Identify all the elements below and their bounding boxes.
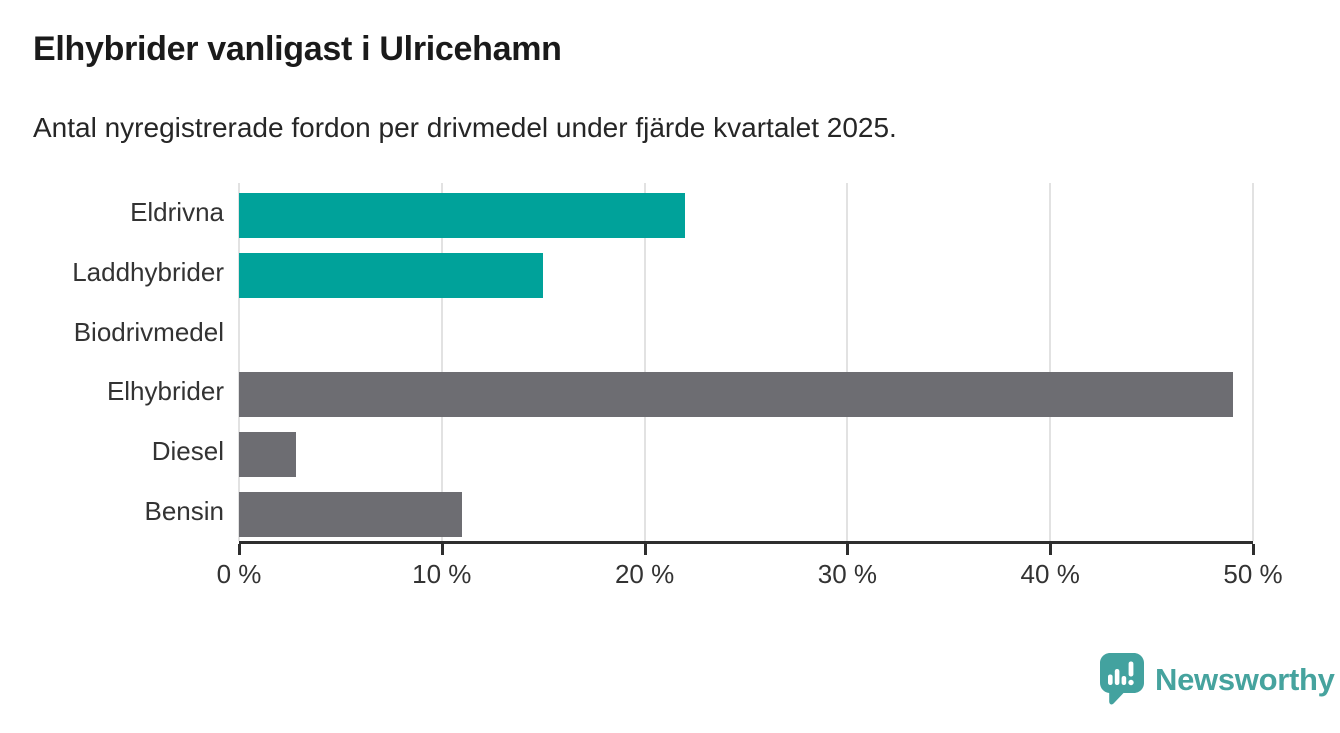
x-tick-mark-30 (846, 544, 850, 555)
chart-title: Elhybrider vanligast i Ulricehamn (33, 30, 562, 68)
bar-diesel (239, 432, 296, 477)
x-axis: 0 % 10 % 20 % 30 % 40 % 50 % (217, 544, 1283, 592)
brand-footer: Newsworthy (1100, 653, 1335, 707)
bar-laddhybrider (239, 253, 544, 298)
newsworthy-bubble-barchart-icon (1100, 653, 1144, 705)
y-tick-label-diesel: Diesel (151, 436, 224, 467)
x-tick-mark-20 (643, 544, 647, 555)
gridline-30 (846, 183, 849, 541)
x-tick-mark-10 (440, 544, 444, 555)
brand-name: Newsworthy (1155, 662, 1335, 697)
x-tick-mark-50 (1252, 544, 1255, 555)
y-tick-label-laddhybrider: Laddhybrider (72, 257, 224, 287)
bar-eldrivna (239, 193, 686, 239)
x-tick-label-20: 20 % (614, 559, 675, 589)
y-tick-label-bensin: Bensin (144, 495, 225, 526)
y-axis-labels: Eldrivna Laddhybrider Biodrivmedel Elhybrid… (0, 183, 224, 541)
y-tick-label-biodrivmedel: Biodrivmedel (73, 316, 224, 347)
x-tick-label-10: 10 % (412, 559, 472, 589)
chart-subtitle: Antal nyregistrerade fordon per drivmede… (33, 112, 897, 143)
x-tick-label-30: 30 % (817, 559, 878, 589)
x-tick-mark-40 (1049, 544, 1053, 555)
x-tick-label-50: 50 % (1223, 559, 1283, 589)
y-tick-label-elhybrider: Elhybrider (106, 376, 224, 407)
gridline-0 (238, 183, 240, 541)
gridline-10 (440, 183, 443, 541)
x-tick-label-0: 0 % (216, 559, 262, 589)
x-tick-mark-0 (238, 544, 241, 555)
gridline-20 (643, 183, 646, 541)
plot-area (238, 183, 1254, 544)
gridline-40 (1049, 183, 1052, 541)
gridline-50 (1252, 183, 1254, 541)
bar-elhybrider (239, 372, 1233, 418)
x-tick-label-40: 40 % (1020, 559, 1080, 589)
y-tick-label-eldrivna: Eldrivna (130, 197, 224, 228)
bar-bensin (239, 491, 463, 537)
